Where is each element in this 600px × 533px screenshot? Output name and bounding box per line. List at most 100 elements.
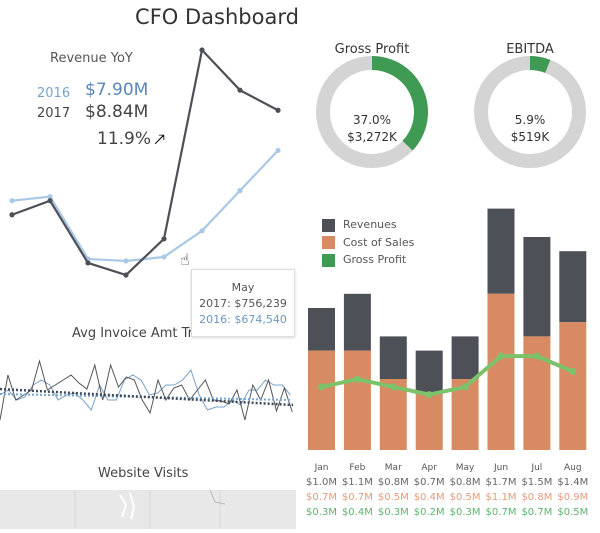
revenue-2017-point[interactable] bbox=[161, 236, 167, 242]
invoice-2017-trendline bbox=[0, 387, 294, 407]
dashboard-title: CFO Dashboard bbox=[135, 5, 299, 29]
legend: Revenues Cost of Sales Gross Profit bbox=[322, 218, 414, 267]
tooltip-2016: 2016: $674,540 bbox=[199, 313, 287, 326]
website-visits-title: Website Visits bbox=[98, 466, 189, 481]
revenue-2017-point[interactable] bbox=[237, 87, 243, 93]
ebitda-donut-fill[interactable] bbox=[474, 56, 586, 168]
revenue-bar-may[interactable] bbox=[451, 336, 479, 379]
website-visits-map[interactable] bbox=[0, 489, 296, 529]
month-label: Feb bbox=[349, 463, 366, 473]
avg-invoice-chart[interactable] bbox=[0, 345, 296, 460]
tooltip-2017: 2017: $756,239 bbox=[199, 297, 287, 310]
invoice-2017-line[interactable] bbox=[0, 359, 293, 421]
revenue-2017-line[interactable] bbox=[11, 47, 279, 277]
gross-profit-value-label: $0.3M bbox=[377, 507, 409, 518]
revenue-2017-value: $8.84M bbox=[85, 102, 149, 122]
revenue-2016-point[interactable] bbox=[199, 228, 205, 234]
year-2017-label: 2017 bbox=[37, 106, 71, 121]
gross-profit-line[interactable] bbox=[321, 354, 574, 397]
cost-of-sales-bar-aug[interactable] bbox=[559, 322, 587, 450]
revenue-2017-point[interactable] bbox=[123, 272, 129, 278]
revenue-2017-point[interactable] bbox=[9, 212, 15, 218]
revenue-change-percent: 11.9% bbox=[97, 129, 152, 149]
gross-profit-point[interactable] bbox=[318, 383, 325, 391]
donut-charts bbox=[316, 56, 586, 168]
cost-of-sales-bar-jun[interactable] bbox=[487, 293, 515, 450]
tooltip-month: May bbox=[231, 281, 255, 294]
revenue-2016-line[interactable] bbox=[11, 149, 279, 263]
revenue-bar-mar[interactable] bbox=[379, 336, 407, 379]
month-label: May bbox=[455, 463, 475, 473]
revenue-2016-point[interactable] bbox=[9, 198, 15, 204]
cost-of-sales-value-label: $0.4M bbox=[413, 492, 445, 503]
month-label: Apr bbox=[421, 463, 437, 473]
revenue-bar-feb[interactable] bbox=[343, 293, 371, 351]
gross-profit-donut-fill[interactable] bbox=[316, 56, 428, 168]
gross-profit-point[interactable] bbox=[425, 391, 433, 399]
revenue-bar-apr[interactable] bbox=[415, 350, 443, 394]
revenue-2017-point[interactable] bbox=[275, 107, 281, 113]
ebitda-percent: 5.9% bbox=[514, 113, 546, 127]
legend-cost-of-sales[interactable]: Cost of Sales bbox=[322, 236, 414, 249]
gross-profit-point[interactable] bbox=[353, 375, 361, 383]
cost-of-sales-value-label: $0.7M bbox=[341, 492, 373, 503]
cost-of-sales-value-label: $0.8M bbox=[521, 492, 553, 503]
month-label: Mar bbox=[384, 463, 402, 473]
legend-swatch bbox=[322, 253, 335, 267]
revenue-bar-jan[interactable] bbox=[308, 308, 335, 351]
revenue-bar-aug[interactable] bbox=[559, 251, 587, 323]
ebitda-title: EBITDA bbox=[506, 42, 554, 57]
year-2016-label: 2016 bbox=[37, 86, 71, 101]
revenue-value-label: $0.8M bbox=[449, 477, 481, 488]
gross-profit-title: Gross Profit bbox=[334, 42, 410, 57]
gross-profit-value-label: $0.4M bbox=[341, 507, 373, 518]
revenue-yoy-chart[interactable] bbox=[0, 0, 300, 300]
invoice-2016-line[interactable] bbox=[0, 368, 291, 412]
gross-profit-value-label: $0.7M bbox=[485, 507, 517, 518]
avg-invoice-title: Avg Invoice Amt Trend bbox=[72, 326, 218, 341]
revenue-tooltip: May 2017: $756,239 2016: $674,540 bbox=[191, 269, 295, 337]
gross-profit-center: 37.0% $3,272K bbox=[322, 112, 422, 146]
gross-profit-value-label: $0.2M bbox=[413, 507, 445, 518]
revenue-value-label: $0.8M bbox=[377, 477, 409, 488]
cost-of-sales-value-label: $0.9M bbox=[557, 492, 589, 503]
revenue-2016-point[interactable] bbox=[275, 147, 281, 154]
gross-profit-value: $3,272K bbox=[347, 130, 397, 144]
revenue-2017-point[interactable] bbox=[47, 198, 53, 204]
gross-profit-point[interactable] bbox=[461, 383, 469, 391]
legend-revenues[interactable]: Revenues bbox=[322, 218, 414, 232]
gross-profit-value-label: $0.5M bbox=[557, 507, 589, 518]
revenue-2016-point[interactable] bbox=[237, 188, 243, 194]
gross-profit-value-label: $0.7M bbox=[521, 507, 553, 518]
revenue-value-label: $1.5M bbox=[521, 477, 553, 488]
revenue-bar-jul[interactable] bbox=[523, 237, 551, 337]
month-label: Jun bbox=[493, 463, 509, 473]
cost-of-sales-value-label: $1.1M bbox=[485, 492, 517, 503]
cost-of-sales-bar-apr[interactable] bbox=[415, 393, 443, 450]
monthly-bar-chart[interactable] bbox=[300, 200, 600, 455]
revenue-2016-point[interactable] bbox=[161, 254, 167, 260]
gross-profit-point[interactable] bbox=[389, 383, 397, 391]
gross-profit-point[interactable] bbox=[533, 352, 541, 360]
legend-gross-profit[interactable]: Gross Profit bbox=[322, 253, 414, 267]
month-label: Jul bbox=[531, 463, 543, 473]
revenue-bar-jun[interactable] bbox=[487, 208, 515, 294]
revenue-2016-point[interactable] bbox=[47, 194, 53, 200]
revenue-value-label: $1.7M bbox=[485, 477, 517, 488]
hand-cursor-icon: ☝ bbox=[180, 250, 190, 269]
cost-of-sales-bar-feb[interactable] bbox=[343, 350, 371, 450]
arrow-up-icon: 🡕 bbox=[154, 130, 166, 150]
cost-of-sales-value-label: $0.5M bbox=[449, 492, 481, 503]
revenue-2017-point[interactable] bbox=[199, 47, 205, 53]
gross-profit-point[interactable] bbox=[569, 368, 577, 375]
ebitda-value: $519K bbox=[510, 130, 550, 144]
revenue-value-label: $1.1M bbox=[341, 477, 373, 488]
revenue-2017-point[interactable] bbox=[85, 260, 91, 266]
legend-label: Revenues bbox=[343, 218, 397, 231]
gross-profit-point[interactable] bbox=[497, 352, 505, 360]
cost-of-sales-bar-jan[interactable] bbox=[308, 350, 335, 450]
cost-of-sales-value-label: $0.7M bbox=[306, 492, 337, 503]
revenue-2016-value: $7.90M bbox=[85, 80, 149, 100]
revenue-2016-point[interactable] bbox=[123, 258, 129, 264]
gross-profit-value-label: $0.3M bbox=[449, 507, 481, 518]
